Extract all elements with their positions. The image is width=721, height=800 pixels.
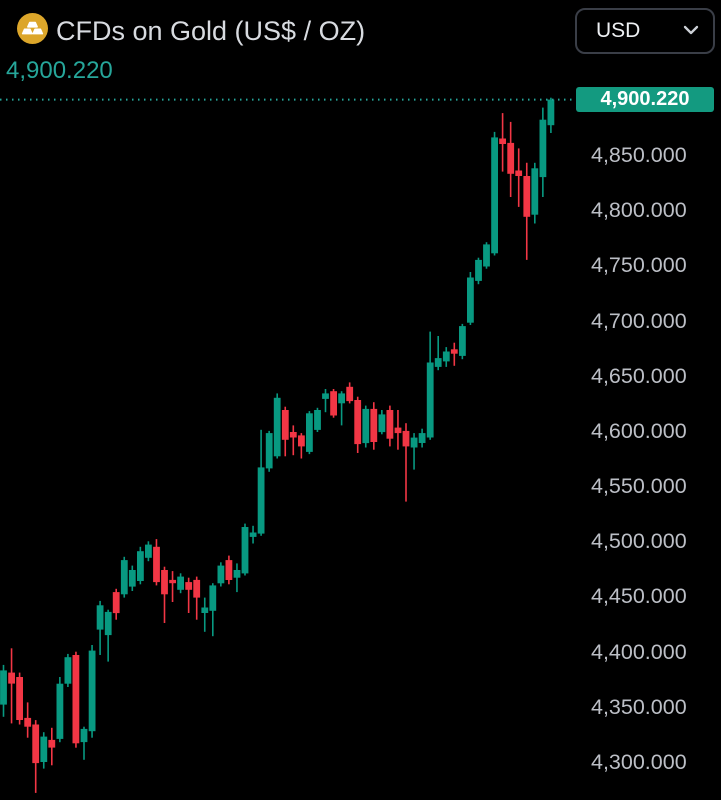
candle (378, 410, 386, 435)
candle (177, 573, 184, 594)
candle (450, 342, 458, 366)
current-price-badge: 4,900.220 (576, 87, 714, 113)
candle (322, 389, 329, 413)
candle (281, 406, 289, 457)
candle (153, 539, 160, 586)
candle (257, 429, 265, 536)
candle (434, 336, 442, 371)
candle (386, 405, 394, 447)
candle (531, 162, 539, 224)
chevron-down-icon (683, 22, 699, 40)
candle (185, 577, 193, 613)
candle (402, 423, 410, 502)
candle (169, 571, 176, 602)
candle (128, 565, 136, 591)
candle (289, 425, 297, 456)
candle (16, 672, 23, 725)
candle (547, 97, 555, 133)
candle (442, 347, 450, 367)
candle (338, 391, 345, 426)
candle (32, 720, 40, 793)
candle (80, 726, 88, 760)
price-axis-label: 4,800.000 (591, 198, 687, 223)
price-axis-label: 4,550.000 (591, 474, 687, 499)
candle (314, 407, 321, 432)
candle (225, 555, 233, 585)
candle (499, 113, 506, 172)
candle (370, 402, 378, 450)
candle (161, 566, 168, 623)
currency-dropdown[interactable]: USD (575, 8, 715, 54)
candle (265, 430, 273, 472)
candle (306, 411, 313, 455)
candle (362, 405, 370, 448)
price-axis-label: 4,850.000 (591, 143, 687, 168)
price-axis-label: 4,400.000 (591, 639, 687, 664)
candle (96, 600, 104, 655)
candle (523, 162, 531, 260)
price-axis-label: 4,450.000 (591, 584, 687, 609)
price-axis-label: 4,600.000 (591, 418, 687, 443)
price-axis-label: 4,750.000 (591, 253, 687, 278)
candle (426, 331, 434, 440)
candle (418, 428, 426, 448)
candle (88, 645, 96, 738)
candle (515, 148, 523, 207)
candle (56, 677, 64, 743)
candle (24, 702, 32, 738)
candle (330, 389, 337, 418)
price-axis-label: 4,500.000 (591, 529, 687, 554)
candlestick-chart[interactable] (0, 0, 578, 800)
candle (201, 597, 209, 632)
candle (8, 648, 15, 724)
candle (354, 396, 362, 453)
candle (112, 588, 120, 620)
candle (475, 257, 482, 285)
candle (217, 562, 225, 587)
candle (137, 546, 144, 585)
candle (48, 727, 56, 766)
candle (120, 556, 128, 598)
candle (0, 664, 7, 717)
candle (193, 576, 201, 620)
candle (209, 583, 217, 637)
price-axis-label: 4,700.000 (591, 308, 687, 333)
candle (459, 323, 466, 360)
candle (507, 121, 515, 197)
candle (483, 242, 490, 269)
candle (491, 131, 498, 256)
currency-value: USD (596, 19, 641, 42)
candle (539, 107, 547, 197)
candle (145, 541, 152, 562)
symbol-title: CFDs on Gold (US$ / OZ) (56, 16, 366, 46)
candle (104, 609, 112, 662)
candle (298, 433, 305, 459)
candle (64, 653, 72, 687)
price-axis-label: 4,300.000 (591, 750, 687, 775)
candle (241, 523, 249, 576)
price-axis-label: 4,350.000 (591, 694, 687, 719)
candle (467, 272, 474, 325)
candle (346, 382, 354, 404)
current-price-badge-label: 4,900.220 (600, 88, 690, 111)
candle (410, 433, 418, 470)
candle (249, 525, 257, 544)
candle (72, 651, 80, 748)
candle (273, 393, 281, 459)
candle (394, 410, 402, 450)
gold-coin-icon (17, 13, 48, 44)
candle (40, 732, 48, 769)
price-axis-label: 4,650.000 (591, 363, 687, 388)
symbol-last-price: 4,900.220 (6, 57, 113, 84)
price-axis[interactable]: 4,850.000 4,800.000 4,750.000 4,700.000 4,65… (578, 0, 721, 800)
candle (233, 563, 241, 593)
